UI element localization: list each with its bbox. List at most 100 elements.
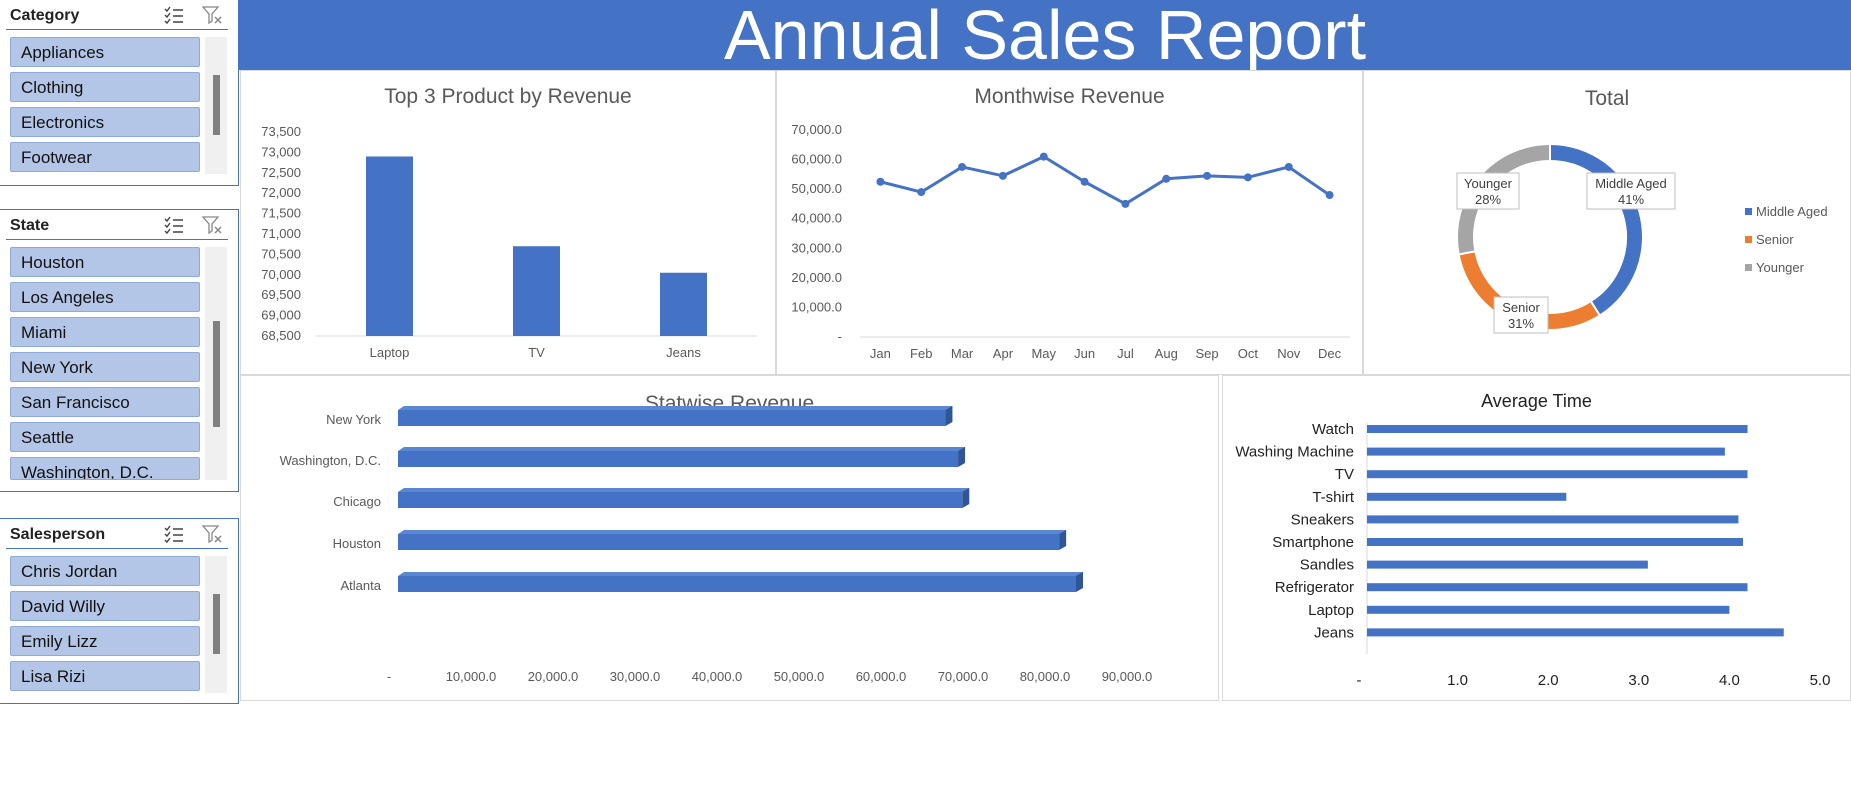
total-donut-chart: Middle Aged41%Senior31%Younger28%Middle …: [1456, 142, 1828, 334]
multi-select-icon[interactable]: [163, 5, 185, 25]
y-tick-label: 72,000: [261, 185, 301, 200]
bar-top: [398, 406, 953, 410]
x-tick-label: 3.0: [1628, 672, 1649, 689]
statwise-chart-panel[interactable]: Statwise Revenue New York Washington, D.C…: [240, 375, 1219, 701]
y-tick-label: Sneakers: [1291, 511, 1354, 528]
legend-swatch: [1745, 236, 1752, 243]
slicer-item-seattle[interactable]: Seattle: [10, 422, 200, 452]
slicer-item-chris-jordan[interactable]: Chris Jordan: [10, 556, 200, 586]
data-point: [876, 177, 885, 186]
y-tick-label: Watch: [1312, 421, 1354, 438]
data-point: [1284, 162, 1293, 171]
report-banner: Annual Sales Report: [239, 0, 1851, 74]
y-tick-label: 71,000: [261, 226, 301, 241]
slicer-item-san-francisco[interactable]: San Francisco: [10, 387, 200, 417]
y-tick-label: TV: [1335, 466, 1354, 483]
bar-top: [398, 447, 966, 451]
data-label-value: 41%: [1618, 192, 1644, 207]
slicer-item-los-angeles[interactable]: Los Angeles: [10, 282, 200, 312]
x-tick-label: -: [1357, 672, 1362, 689]
scrollbar-thumb[interactable]: [213, 75, 220, 135]
clear-filter-icon[interactable]: [202, 215, 224, 235]
y-tick-label: 70,500: [261, 246, 301, 261]
slicer-item-washington-dc[interactable]: Washington, D.C.: [10, 457, 200, 480]
x-tick-label: Oct: [1238, 346, 1259, 361]
y-tick-label: New York: [326, 412, 381, 427]
data-point: [1121, 199, 1130, 208]
monthwise-chart: 70,000.0 60,000.0 50,000.0 40,000.0 30,000.0…: [791, 122, 1350, 361]
slicer-item-emily-lizz[interactable]: Emily Lizz: [10, 626, 200, 656]
x-tick-label: 70,000.0: [938, 669, 989, 684]
x-tick-label: Jul: [1117, 346, 1134, 361]
slicer-header: State: [0, 210, 238, 240]
x-tick-label: Apr: [993, 346, 1014, 361]
clear-filter-icon[interactable]: [202, 524, 224, 544]
data-label-name: Middle Aged: [1595, 176, 1667, 191]
slicer-item-new-york[interactable]: New York: [10, 352, 200, 382]
scrollbar-thumb[interactable]: [213, 594, 220, 654]
slicer-scrollbar[interactable]: [205, 37, 227, 174]
multi-select-icon[interactable]: [163, 215, 185, 235]
slicer-item-footwear[interactable]: Footwear: [10, 142, 200, 172]
y-tick-label: 50,000.0: [791, 181, 842, 196]
chart-title: Average Time: [1481, 391, 1592, 411]
x-tick-label: 60,000.0: [856, 669, 907, 684]
category-slicer: Category Appliances Clothing Electronics…: [0, 0, 239, 186]
slicer-item-clothing[interactable]: Clothing: [10, 72, 200, 102]
y-tick-label: 70,000: [261, 267, 301, 282]
x-tick-label: Sep: [1196, 346, 1219, 361]
y-tick-label: Laptop: [1308, 602, 1354, 619]
slicer-divider: [6, 548, 228, 549]
data-label-box: [1456, 172, 1520, 210]
slicer-divider: [6, 29, 228, 30]
statwise-chart: New York Washington, D.C. Chicago Houston At…: [280, 406, 1152, 684]
x-tick-label: Jan: [870, 346, 891, 361]
data-label-box: [1493, 296, 1549, 334]
top3-chart-panel[interactable]: Top 3 Product by Revenue 73,500 73,000 72,…: [240, 70, 776, 375]
data-point: [1243, 173, 1252, 182]
scrollbar-thumb[interactable]: [213, 321, 220, 427]
y-tick-label: Atlanta: [341, 578, 382, 593]
slicer-item-electronics[interactable]: Electronics: [10, 107, 200, 137]
x-tick-label: -: [387, 669, 391, 684]
x-tick-label: 30,000.0: [610, 669, 661, 684]
slicer-title: Salesperson: [10, 526, 106, 543]
slicer-item-lisa-rizi[interactable]: Lisa Rizi: [10, 661, 200, 691]
avgtime-chart-panel[interactable]: Average Time Watch Washing Machine TV T-shi…: [1222, 375, 1851, 701]
avgtime-chart: Watch Washing Machine TV T-shirt Sneakers Sma…: [1235, 421, 1830, 689]
donut-slice: [1549, 142, 1644, 317]
x-tick-label: Feb: [910, 346, 932, 361]
slicer-item-david-willy[interactable]: David Willy: [10, 591, 200, 621]
legend-swatch: [1745, 208, 1752, 215]
legend-label: Middle Aged: [1756, 204, 1828, 219]
data-label-name: Senior: [1502, 300, 1540, 315]
monthwise-chart-panel[interactable]: Monthwise Revenue 70,000.0 60,000.0 50,000…: [776, 70, 1363, 375]
slicer-scrollbar[interactable]: [205, 247, 227, 480]
y-tick-label: 68,500: [261, 328, 301, 343]
total-chart-panel[interactable]: Total Middle Aged 41% Senior 31% Younger 28% M…: [1363, 70, 1851, 375]
y-tick-label: Sandles: [1300, 557, 1354, 574]
y-tick-label: 73,000: [261, 144, 301, 159]
clear-filter-icon[interactable]: [202, 5, 224, 25]
y-tick-label: Washing Machine: [1235, 444, 1354, 461]
data-point: [1162, 174, 1171, 183]
slicer-header: Salesperson: [0, 519, 238, 549]
x-tick-label: 40,000.0: [692, 669, 743, 684]
slicer-item-appliances[interactable]: Appliances: [10, 37, 200, 67]
chart-title: Monthwise Revenue: [974, 85, 1165, 108]
data-point: [917, 188, 926, 197]
multi-select-icon[interactable]: [163, 524, 185, 544]
y-tick-label: 69,000: [261, 308, 301, 323]
bar: [1367, 538, 1743, 546]
bar: [398, 410, 946, 426]
y-tick-label: 40,000.0: [791, 211, 842, 226]
bar: [1367, 492, 1567, 501]
x-tick-label: Laptop: [370, 345, 410, 360]
data-point: [1080, 177, 1089, 186]
bar: [513, 246, 560, 336]
slicer-item-houston[interactable]: Houston: [10, 247, 200, 277]
x-tick-label: Mar: [951, 346, 974, 361]
y-tick-label: Refrigerator: [1275, 579, 1354, 596]
slicer-item-miami[interactable]: Miami: [10, 317, 200, 347]
slicer-scrollbar[interactable]: [205, 556, 227, 693]
